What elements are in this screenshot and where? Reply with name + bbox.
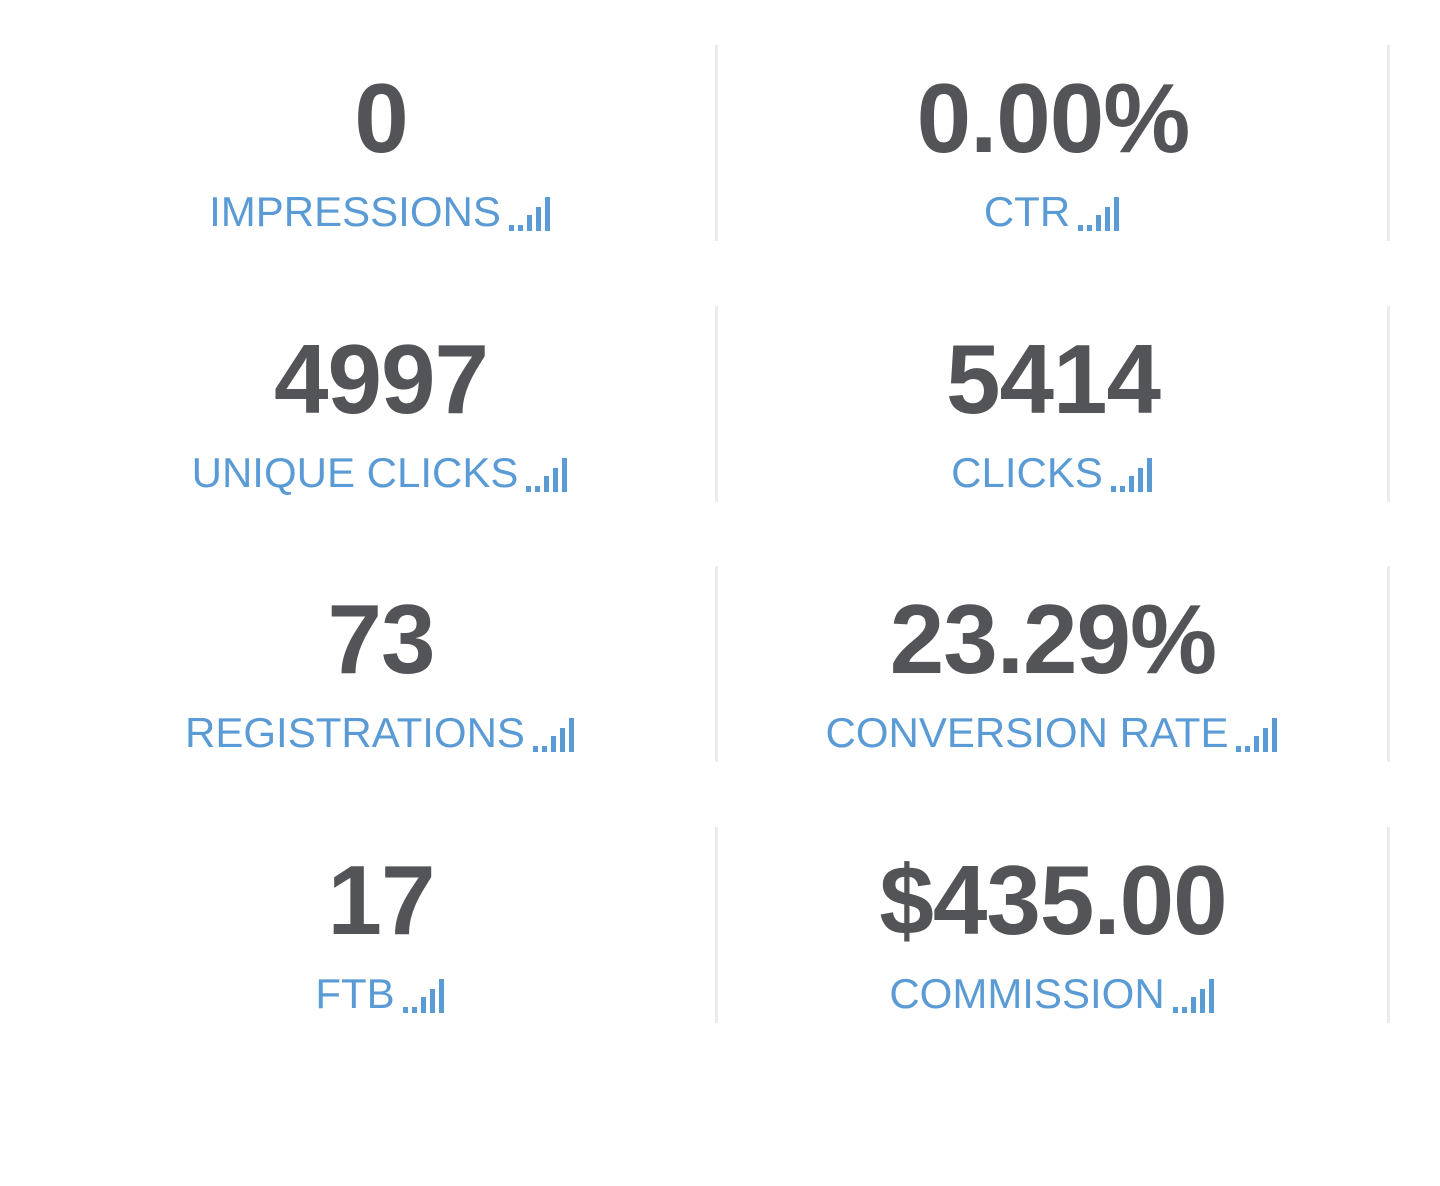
stat-card: 23.29% CONVERSION RATE — [719, 566, 1390, 762]
stat-value: 0 — [354, 63, 409, 173]
stat-label: CLICKS — [719, 448, 1387, 496]
stat-label: FTB — [47, 969, 715, 1017]
stat-value: 17 — [327, 844, 435, 955]
stat-label: REGISTRATIONS — [47, 712, 715, 754]
icon-bar — [1245, 746, 1251, 752]
stat-card: $435.00 COMMISSION — [719, 826, 1390, 1023]
chart-icon[interactable] — [508, 195, 553, 231]
icon-bar — [535, 207, 541, 231]
chart-icon[interactable] — [1110, 456, 1155, 492]
icon-bar — [1114, 197, 1120, 231]
icon-bar — [526, 215, 532, 231]
icon-bar — [1137, 467, 1143, 492]
icon-bar — [402, 1006, 408, 1013]
stat-label-text: COMMISSION — [889, 969, 1165, 1017]
stat-value: 5414 — [945, 323, 1161, 434]
icon-bar — [526, 485, 532, 492]
stat-card: 73 REGISTRATIONS — [47, 566, 718, 762]
icon-bar — [1078, 225, 1084, 231]
stat-value: $435.00 — [879, 844, 1227, 955]
icon-bar — [550, 736, 556, 752]
stat-card: 4997 UNIQUE CLICKS — [47, 305, 718, 502]
stat-label-text: FTB — [315, 969, 395, 1017]
icon-bar — [420, 996, 426, 1013]
stat-label: CONVERSION RATE — [719, 712, 1387, 754]
icon-bar — [1190, 996, 1196, 1013]
icon-bar — [559, 728, 565, 752]
stat-label: COMMISSION — [719, 969, 1387, 1017]
icon-bar — [1181, 1006, 1187, 1013]
icon-bar — [1263, 728, 1269, 752]
icon-bar — [1110, 485, 1116, 492]
icon-bar — [553, 467, 559, 492]
stat-label-text: UNIQUE CLICKS — [191, 448, 519, 496]
stat-label: UNIQUE CLICKS — [47, 448, 715, 496]
chart-icon[interactable] — [532, 716, 577, 752]
stat-label: CTR — [719, 191, 1387, 233]
icon-bar — [562, 457, 568, 492]
stat-label-text: CTR — [983, 188, 1071, 235]
icon-bar — [508, 225, 514, 231]
stat-label-text: REGISTRATIONS — [185, 709, 525, 756]
icon-bar — [532, 746, 538, 752]
icon-bar — [1146, 457, 1152, 492]
icon-bar — [1105, 207, 1111, 231]
stat-label-text: CLICKS — [951, 448, 1103, 496]
stat-value: 73 — [327, 584, 435, 694]
icon-bar — [541, 746, 547, 752]
stat-card: 0 IMPRESSIONS — [47, 45, 718, 241]
chart-icon[interactable] — [1078, 195, 1122, 231]
icon-bar — [568, 718, 574, 752]
stat-card: 0.00% CTR — [719, 45, 1390, 241]
icon-bar — [1199, 988, 1205, 1013]
icon-bar — [1254, 736, 1260, 752]
icon-bar — [1128, 475, 1134, 492]
icon-bar — [1087, 225, 1093, 231]
icon-bar — [1119, 485, 1125, 492]
icon-bar — [517, 225, 523, 231]
chart-icon[interactable] — [402, 977, 447, 1013]
icon-bar — [429, 988, 435, 1013]
icon-bar — [544, 475, 550, 492]
chart-icon[interactable] — [1172, 977, 1217, 1013]
icon-bar — [544, 197, 550, 231]
chart-icon[interactable] — [526, 456, 570, 492]
stat-value: 4997 — [273, 323, 489, 434]
icon-bar — [1096, 215, 1102, 231]
icon-bar — [438, 978, 444, 1013]
stat-value: 23.29% — [889, 584, 1217, 694]
chart-icon[interactable] — [1236, 716, 1280, 752]
stat-label: IMPRESSIONS — [47, 191, 715, 233]
stat-card: 17 FTB — [47, 826, 718, 1023]
stat-label-text: IMPRESSIONS — [209, 188, 501, 235]
stat-label-text: CONVERSION RATE — [825, 709, 1229, 756]
icon-bar — [1272, 718, 1278, 752]
icon-bar — [1236, 746, 1242, 752]
stat-card: 5414 CLICKS — [719, 305, 1390, 502]
icon-bar — [535, 485, 541, 492]
icon-bar — [1172, 1006, 1178, 1013]
icon-bar — [411, 1006, 417, 1013]
icon-bar — [1208, 978, 1214, 1013]
stat-value: 0.00% — [916, 63, 1191, 173]
